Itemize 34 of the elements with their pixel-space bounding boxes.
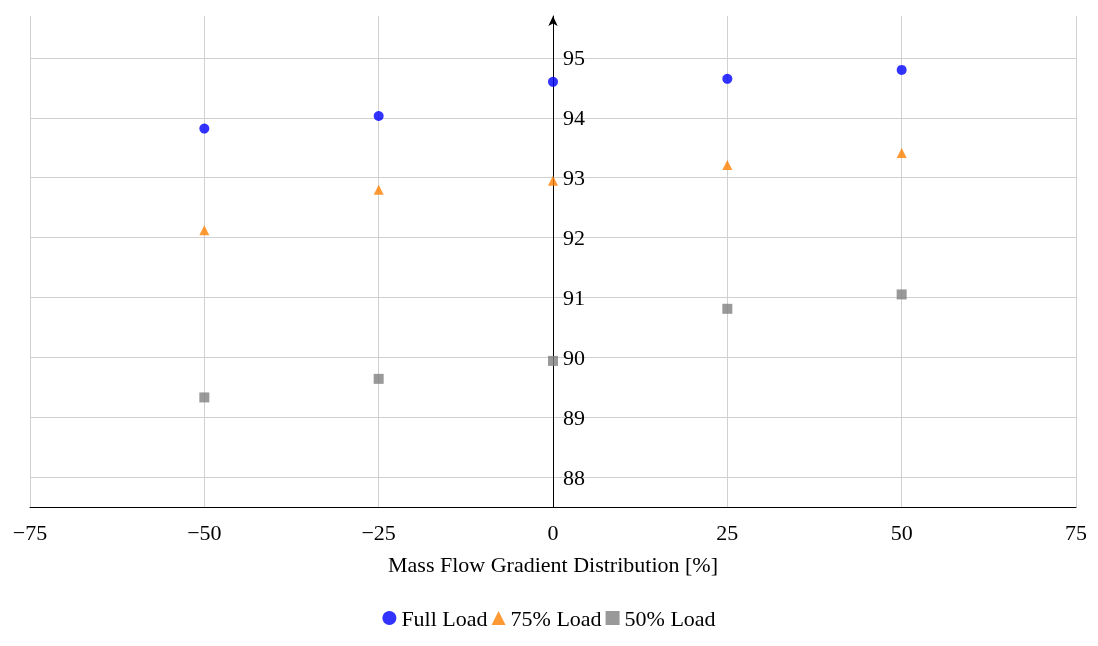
point (373, 111, 384, 121)
x-axis-title: Mass Flow Gradient Distribution [%] (388, 551, 718, 577)
point (373, 373, 384, 384)
point (373, 184, 384, 195)
point (722, 160, 733, 171)
y-tick-label: 92 (563, 225, 585, 251)
legend-label: 50% Load (624, 605, 716, 631)
y-tick-label: 93 (563, 165, 585, 191)
x-tick-label: 75 (1065, 519, 1087, 545)
y-tick-label: 88 (563, 464, 585, 490)
y-tick-label: 94 (563, 105, 585, 131)
x-tick-label: 0 (547, 519, 559, 545)
y-tick-label: 89 (563, 404, 585, 430)
point (548, 76, 558, 87)
point (199, 392, 210, 403)
y-tick-label: 91 (563, 284, 585, 310)
legend-label: Full Load (401, 605, 488, 631)
x-tick-label: 50 (890, 519, 913, 545)
point (896, 289, 907, 300)
x-tick-label: 25 (716, 519, 739, 545)
point (896, 64, 907, 75)
x-tick-label: −50 (187, 519, 222, 545)
point (548, 355, 558, 366)
point (199, 225, 210, 236)
point (548, 175, 558, 186)
y-tick-label: 95 (563, 45, 585, 71)
x-tick-label: −25 (361, 519, 396, 545)
point (722, 303, 733, 314)
x-tick-label: −75 (12, 519, 48, 545)
y-tick-label: 90 (563, 344, 585, 370)
legend-label: 75% Load (510, 605, 602, 631)
point (722, 73, 733, 84)
point (896, 148, 907, 159)
point (199, 123, 210, 134)
